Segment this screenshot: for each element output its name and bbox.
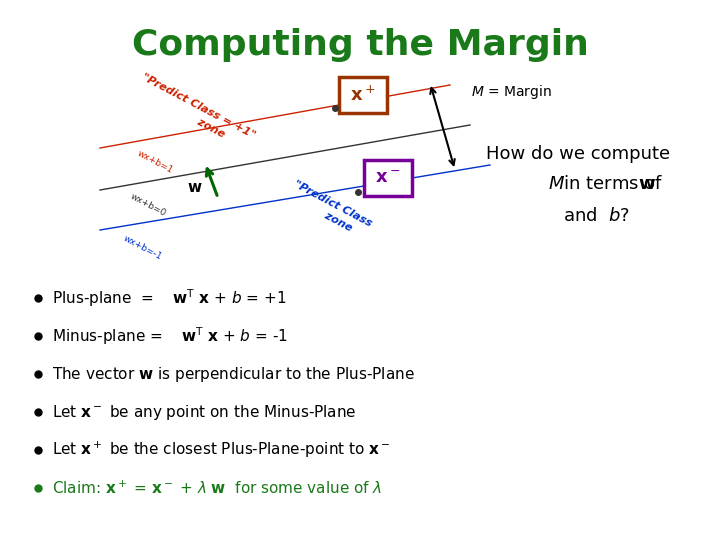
FancyBboxPatch shape [364,160,412,196]
Text: wx+b=1: wx+b=1 [135,149,174,175]
Text: $\mathit{M}$ = Margin: $\mathit{M}$ = Margin [471,83,552,101]
Text: $\mathit{M}$in terms of: $\mathit{M}$in terms of [548,175,663,193]
Text: $\mathbf{w}$: $\mathbf{w}$ [638,175,656,193]
Text: How do we compute: How do we compute [486,145,670,163]
FancyBboxPatch shape [339,77,387,113]
Text: w: w [188,180,202,195]
Text: Computing the Margin: Computing the Margin [132,28,588,62]
Text: The vector $\mathbf{w}$ is perpendicular to the Plus-Plane: The vector $\mathbf{w}$ is perpendicular… [52,364,415,383]
Text: wx+b=-1: wx+b=-1 [122,234,164,262]
Text: wx+b=0: wx+b=0 [129,192,168,218]
Text: $\mathbf{x}^-$: $\mathbf{x}^-$ [375,169,401,187]
Text: Claim: $\mathbf{x}^+$ = $\mathbf{x}^-$ + $\lambda$ $\mathbf{w}$  for some value : Claim: $\mathbf{x}^+$ = $\mathbf{x}^-$ +… [52,480,382,497]
Text: Plus-plane  =    $\mathbf{w}^\mathsf{T}$ $\mathbf{x}$ + $b$ = +1: Plus-plane = $\mathbf{w}^\mathsf{T}$ $\m… [52,287,287,309]
Text: Let $\mathbf{x}^+$ be the closest Plus-Plane-point to $\mathbf{x}^-$: Let $\mathbf{x}^+$ be the closest Plus-P… [52,440,390,460]
Text: $\mathbf{x}^+$: $\mathbf{x}^+$ [350,85,376,105]
Text: "Predict Class = +1"
           zone: "Predict Class = +1" zone [133,72,256,152]
Text: "Predict Class
       zone: "Predict Class zone [286,179,374,241]
Text: Let $\mathbf{x}^-$ be any point on the Minus-Plane: Let $\mathbf{x}^-$ be any point on the M… [52,402,356,422]
Text: Minus-plane =    $\mathbf{w}^\mathsf{T}$ $\mathbf{x}$ + $b$ = -1: Minus-plane = $\mathbf{w}^\mathsf{T}$ $\… [52,325,288,347]
Text: and  $\mathit{b}$?: and $\mathit{b}$? [563,207,630,225]
